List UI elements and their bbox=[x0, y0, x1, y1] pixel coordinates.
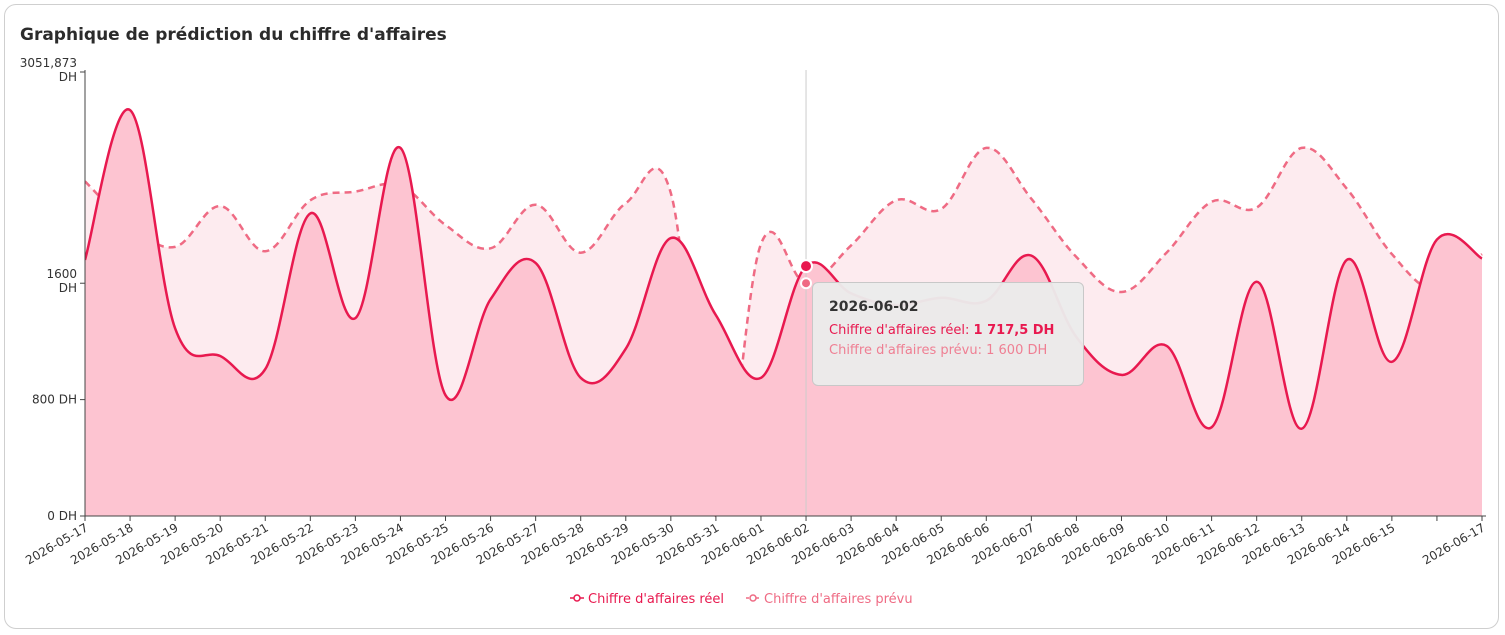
legend-label: Chiffre d'affaires prévu bbox=[764, 592, 913, 607]
y-tick-label: 1600 DH bbox=[46, 267, 77, 295]
tooltip-pred-value: 1 600 DH bbox=[986, 343, 1048, 358]
predicted-series-line[interactable] bbox=[85, 146, 1483, 518]
legend-label: Chiffre d'affaires réel bbox=[588, 592, 724, 607]
tooltip-real-label: Chiffre d'affaires réel: bbox=[829, 323, 974, 338]
tooltip-real-value: 1 717,5 DH bbox=[973, 323, 1055, 338]
legend-item-predicted[interactable]: Chiffre d'affaires prévu bbox=[746, 592, 913, 607]
legend-marker-icon bbox=[749, 594, 757, 602]
real-area bbox=[85, 109, 1482, 516]
tooltip-pred-label: Chiffre d'affaires prévu: bbox=[829, 343, 987, 358]
x-tick-label: 2026-06-17 bbox=[1420, 520, 1487, 567]
active-point-predicted[interactable] bbox=[800, 277, 813, 290]
real-series-line[interactable] bbox=[85, 108, 1483, 430]
tooltip-real-line: Chiffre d'affaires réel: 1 717,5 DH bbox=[829, 323, 1067, 338]
tooltip: 2026-06-02 Chiffre d'affaires réel: 1 71… bbox=[812, 282, 1084, 386]
tooltip-date: 2026-06-02 bbox=[829, 299, 919, 315]
active-point-real[interactable] bbox=[799, 259, 814, 274]
y-tick-label: 0 DH bbox=[47, 509, 77, 523]
legend-marker-icon bbox=[573, 594, 581, 602]
legend-item-real[interactable]: Chiffre d'affaires réel bbox=[570, 592, 724, 607]
tooltip-pred-line: Chiffre d'affaires prévu: 1 600 DH bbox=[829, 343, 1067, 358]
y-tick-label: 3051,873 DH bbox=[20, 56, 77, 84]
y-tick-label: 800 DH bbox=[32, 393, 77, 407]
chart-title: Graphique de prédiction du chiffre d'aff… bbox=[20, 25, 447, 45]
